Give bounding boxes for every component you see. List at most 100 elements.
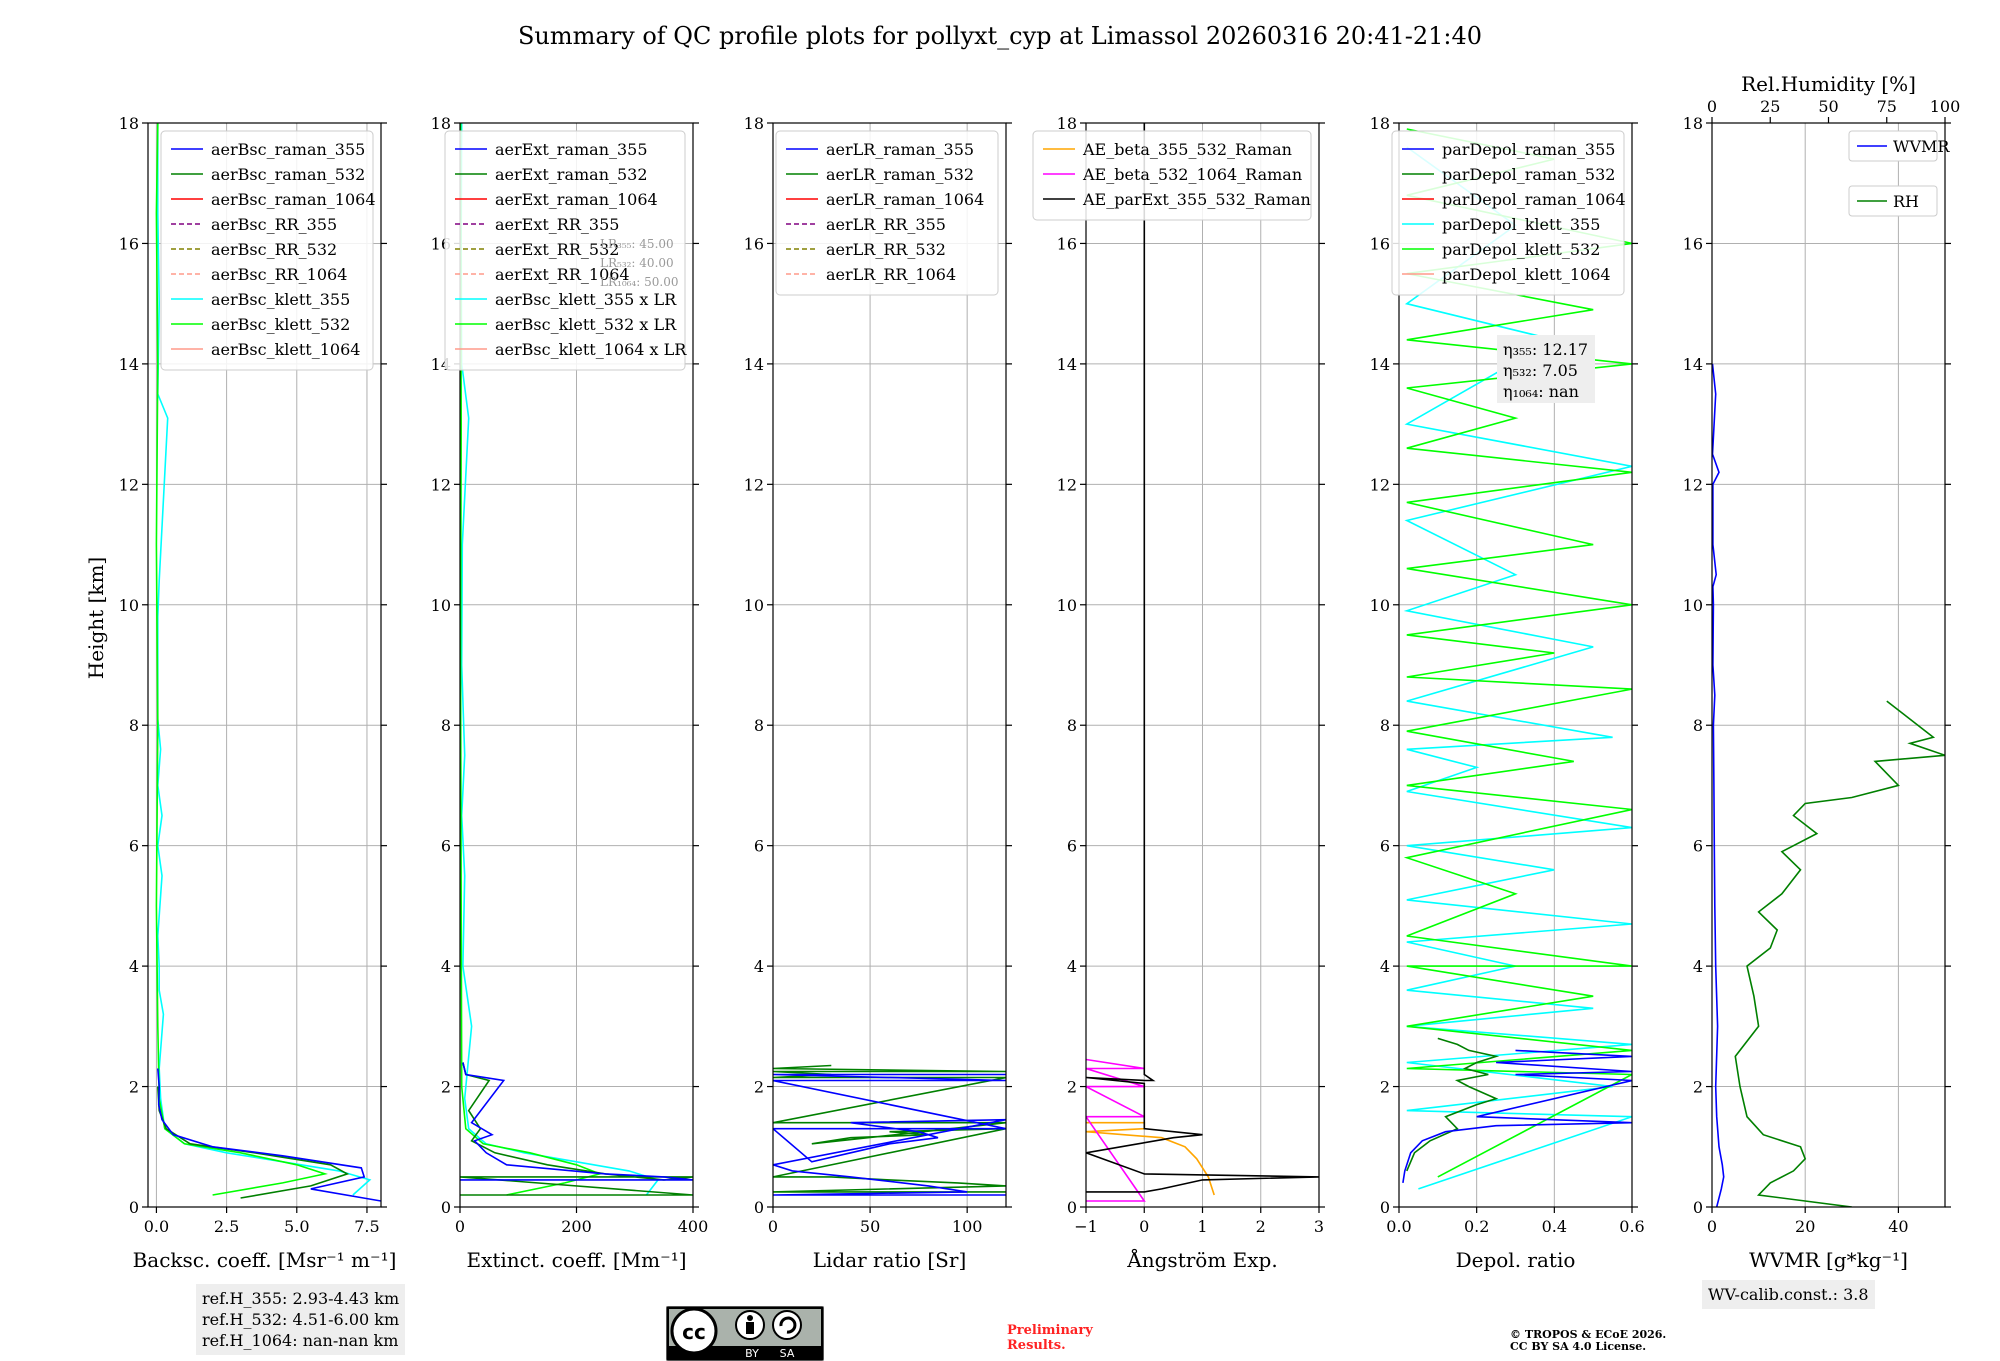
refh-1064: ref.H_1064: nan-nan km (202, 1331, 399, 1350)
y-tick-label: 8 (441, 716, 451, 735)
y-tick-label: 16 (1370, 234, 1390, 253)
copyright-line-2: CC BY SA 4.0 License. (1510, 1340, 1647, 1353)
x-tick-label: 0 (768, 1217, 778, 1236)
y-tick-label: 8 (1693, 716, 1703, 735)
x-tick-label: 50 (860, 1217, 880, 1236)
sa-label: SA (780, 1347, 795, 1360)
y-tick-label: 2 (1693, 1078, 1703, 1097)
y-tick-label: 6 (1067, 837, 1077, 856)
y-tick-label: 10 (1683, 596, 1703, 615)
legend-label: aerBsc_klett_532 (211, 315, 350, 334)
legend-box (1848, 130, 1938, 162)
legend-label: aerExt_raman_532 (495, 165, 648, 184)
x-axis-label: Extinct. coeff. [Mm⁻¹] (466, 1248, 686, 1272)
x-tick-label: 200 (561, 1217, 592, 1236)
x-tick-label: 0 (1707, 1217, 1717, 1236)
series-aerExt_raman_532 (460, 1062, 693, 1196)
legend-label: aerBsc_RR_1064 (211, 265, 347, 284)
cc-license-badge: cc BY SA (666, 1306, 824, 1361)
eta-line: η₅₃₂: 7.05 (1503, 361, 1578, 380)
series-group (155, 123, 381, 1202)
y-tick-label: 16 (1683, 234, 1703, 253)
y-tick-label: 18 (431, 114, 451, 133)
y-tick-label: 18 (1057, 114, 1077, 133)
y-axis-label: Height [km] (84, 557, 108, 679)
series-aerBsc_raman_532 (157, 1086, 350, 1199)
y-tick-label: 10 (431, 596, 451, 615)
legend-box (775, 130, 999, 296)
copyright-line-1: © TROPOS & ECoE 2026. (1510, 1328, 1667, 1341)
x-tick-label: 5.0 (284, 1217, 309, 1236)
legend: WVMR RH (1848, 130, 1950, 217)
legend-label: aerLR_RR_1064 (826, 265, 956, 284)
wv-calib-box: WV-calib.const.: 3.8 (1702, 1280, 1875, 1309)
series-group (773, 1064, 1006, 1196)
y-tick-label: 16 (744, 234, 764, 253)
y-tick-label: 14 (1057, 355, 1077, 374)
series-parDepol_klett_355 (1403, 146, 1632, 1190)
legend-label: parDepol_raman_532 (1442, 165, 1615, 184)
top-x-tick-label: 100 (1930, 97, 1961, 116)
plot-frame (772, 122, 1007, 1208)
x-tick-label: 0 (455, 1217, 465, 1236)
legend-label: aerBsc_raman_355 (211, 140, 365, 159)
y-tick-label: 2 (1067, 1078, 1077, 1097)
x-tick-label: 0.6 (1619, 1217, 1644, 1236)
legend-label: parDepol_raman_1064 (1442, 190, 1626, 209)
y-tick-label: 0 (1067, 1198, 1077, 1217)
legend: AE_beta_355_532_Raman AE_beta_532_1064_Ra… (1032, 130, 1312, 221)
x-tick-label: 2 (1256, 1217, 1266, 1236)
y-tick-label: 14 (1683, 355, 1703, 374)
legend-label: aerBsc_klett_355 (211, 290, 350, 309)
y-tick-label: 12 (1683, 475, 1703, 494)
x-axis-label: WVMR [g*kg⁻¹] (1749, 1248, 1908, 1272)
y-tick-label: 14 (1370, 355, 1390, 374)
y-tick-label: 0 (754, 1198, 764, 1217)
legend-box (160, 130, 374, 371)
panel-5: 0 2 4 6 8 10 12 14 16 18 0.0 0.2 0.4 0.6 Depol. ratio p… (1370, 114, 1645, 1272)
legend: aerBsc_raman_355 aerBsc_raman_532 aerBsc_r… (160, 130, 376, 371)
preliminary-line-1: Preliminary (1007, 1323, 1093, 1338)
y-tick-label: 0 (129, 1198, 139, 1217)
series-group (460, 123, 693, 1196)
x-tick-label: 0.0 (1386, 1217, 1411, 1236)
share-alike-icon (772, 1310, 802, 1340)
series-parDepol_raman_355 (1402, 1049, 1632, 1184)
y-tick-label: 10 (119, 596, 139, 615)
legend-box (444, 130, 686, 371)
series-WVMR (1712, 363, 1725, 1207)
x-tick-label: 3 (1314, 1217, 1324, 1236)
x-tick-label: 0 (1139, 1217, 1149, 1236)
legend-label: aerLR_raman_1064 (826, 190, 984, 209)
eta-line: η₁₀₆₄: nan (1503, 382, 1579, 401)
series-aerLR_raman_355 (773, 1073, 1006, 1196)
legend-label: aerBsc_klett_355 x LR (495, 290, 677, 309)
y-tick-label: 12 (431, 475, 451, 494)
legend-label: aerExt_RR_355 (495, 215, 619, 234)
x-axis-label: Depol. ratio (1456, 1248, 1576, 1272)
plot-frame (1398, 122, 1633, 1208)
refh-355: ref.H_355: 2.93-4.43 km (202, 1289, 400, 1308)
y-tick-label: 10 (1057, 596, 1077, 615)
svg-text:cc: cc (682, 1320, 706, 1344)
legend: aerLR_raman_355 aerLR_raman_532 aerLR_rama… (775, 130, 999, 296)
legend-label: aerBsc_RR_532 (211, 240, 337, 259)
top-x-tick-label: 75 (1877, 97, 1897, 116)
y-tick-label: 4 (1380, 957, 1390, 976)
y-tick-label: 12 (1057, 475, 1077, 494)
series-aerBsc_klett_355 (156, 123, 372, 1196)
series-group (1712, 363, 1945, 1207)
y-tick-label: 18 (119, 114, 139, 133)
x-axis-label: Lidar ratio [Sr] (813, 1248, 967, 1272)
legend-box (1032, 130, 1312, 221)
figure-title: Summary of QC profile plots for pollyxt_… (517, 22, 1483, 50)
legend-label: parDepol_klett_532 (1442, 240, 1600, 259)
x-axis-label: Ångström Exp. (1126, 1247, 1277, 1272)
x-tick-label: 40 (1888, 1217, 1908, 1236)
y-tick-label: 4 (441, 957, 451, 976)
y-tick-label: 14 (119, 355, 139, 374)
